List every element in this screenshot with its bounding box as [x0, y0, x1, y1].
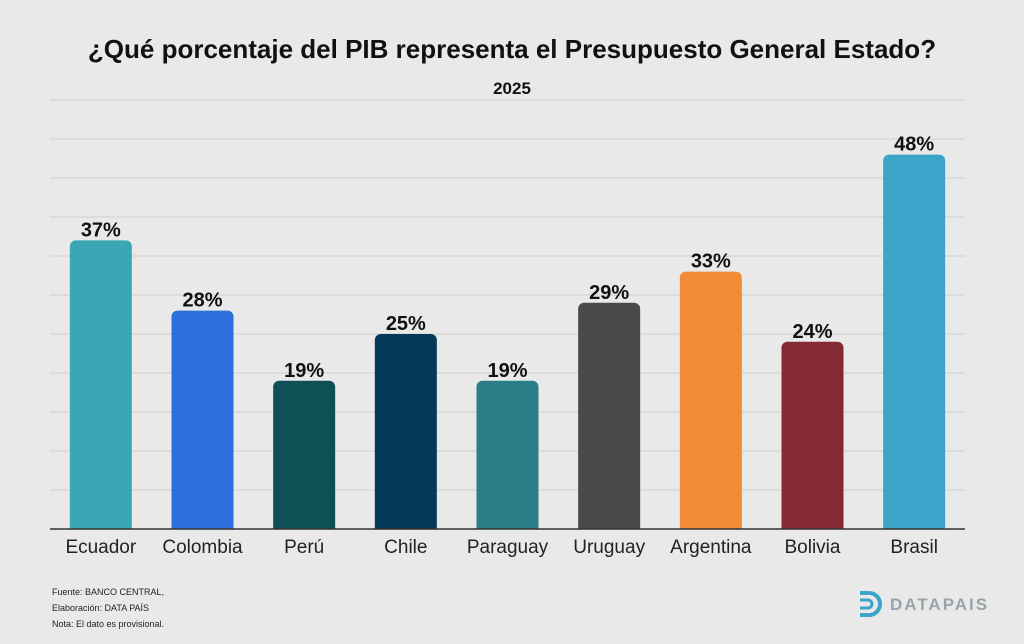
bar-paraguay [476, 380, 539, 535]
x-tick-label: Brasil [890, 537, 938, 558]
data-label: 28% [182, 290, 222, 312]
x-tick-label: Colombia [162, 537, 243, 558]
x-tick-label: Paraguay [467, 537, 549, 558]
logo-text: DATAPAIS [890, 595, 990, 614]
bar-colombia [171, 310, 234, 535]
baseline-mask [50, 529, 965, 537]
data-label: 48% [894, 134, 934, 156]
data-label: 19% [487, 360, 527, 382]
data-label: 37% [81, 219, 121, 241]
data-label: 25% [386, 313, 426, 335]
source-note: Fuente: BANCO CENTRAL, [52, 587, 165, 597]
logo-icon [860, 591, 882, 617]
x-tick-label: Argentina [670, 537, 752, 558]
chart-title: ¿Qué porcentaje del PIB representa el Pr… [87, 34, 937, 64]
x-tick-label: Ecuador [65, 537, 136, 558]
x-tick-label: Chile [384, 537, 427, 558]
bar-uruguay [578, 302, 641, 535]
bar-perú [273, 380, 336, 535]
x-tick-label: Perú [284, 537, 324, 558]
x-tick-label: Bolivia [785, 537, 841, 558]
data-label: 29% [589, 282, 629, 304]
elaboration-note: Elaboración: DATA PAÍS [52, 603, 150, 613]
data-label: 33% [691, 251, 731, 273]
data-label: 19% [284, 360, 324, 382]
bar-ecuador [69, 240, 132, 535]
bar-bolivia [781, 341, 844, 535]
datapais-logo: DATAPAIS [856, 590, 990, 620]
bar-argentina [679, 271, 742, 535]
footer: Fuente: BANCO CENTRAL, Elaboración: DATA… [52, 584, 164, 632]
provisional-note: Nota: El dato es provisional. [52, 619, 165, 629]
bar-brasil [883, 154, 946, 535]
bar-chile [374, 334, 437, 535]
chart-subtitle: 2025 [493, 79, 531, 98]
x-tick-label: Uruguay [573, 537, 645, 558]
data-label: 24% [792, 321, 832, 343]
